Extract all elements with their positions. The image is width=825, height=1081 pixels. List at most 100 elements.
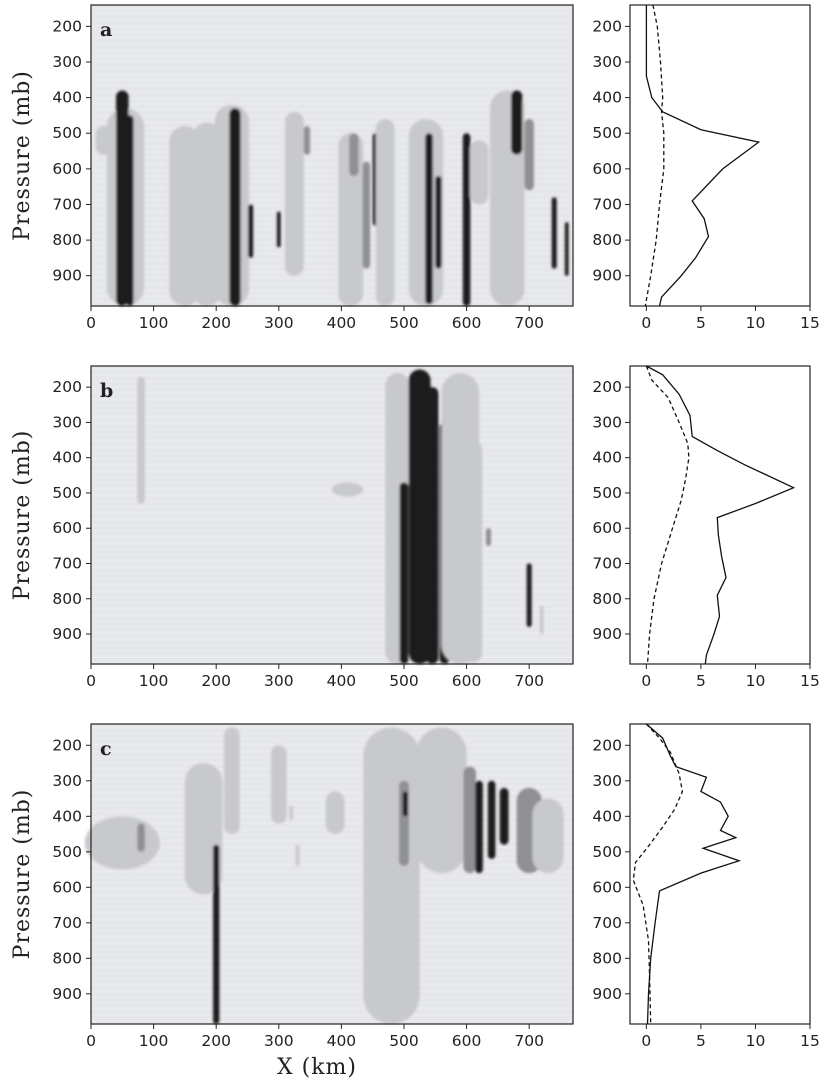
contour-blob [487, 780, 496, 859]
contour-blob [435, 175, 442, 269]
y-tick-label: 500 [52, 124, 82, 142]
contour-blob [408, 369, 431, 664]
contour-blob [463, 440, 483, 663]
contour-blob [270, 745, 287, 824]
contour-blob [295, 844, 300, 867]
heatmap-background [91, 724, 573, 1024]
contour-blob [551, 197, 557, 269]
contour-blob [289, 805, 294, 820]
profile-y-tick-label: 700 [592, 554, 622, 572]
profile-y-tick-label: 600 [592, 160, 622, 178]
profile-y-tick-label: 300 [592, 413, 622, 431]
profile-y-tick-label: 700 [592, 195, 622, 213]
y-tick-label: 400 [52, 449, 82, 467]
contour-blob [402, 791, 408, 817]
y-tick-label: 300 [52, 772, 82, 790]
profile-x-tick-label: 10 [746, 1032, 766, 1050]
profile-x-tick-label: 15 [800, 1032, 820, 1050]
contour-blob [126, 115, 134, 307]
contour-blob [303, 126, 311, 155]
profile-y-tick-label: 600 [592, 519, 622, 537]
profile-y-tick-label: 900 [592, 625, 622, 643]
x-tick-label: 600 [452, 1032, 482, 1050]
profile-frame [629, 723, 811, 1025]
x-tick-label: 700 [514, 314, 544, 332]
contour-blob [463, 766, 476, 874]
y-tick-label: 900 [52, 267, 82, 285]
x-tick-label: 300 [264, 1032, 294, 1050]
x-tick-label: 700 [514, 1032, 544, 1050]
profile-y-tick-label: 500 [592, 124, 622, 142]
contour-blob [532, 798, 564, 874]
profile-y-tick-label: 800 [592, 231, 622, 249]
x-tick-label: 0 [86, 314, 96, 332]
contour-layer [137, 369, 544, 664]
profile-x-tick-label: 0 [641, 314, 651, 332]
profile-solid-line [645, 5, 761, 307]
panel-letter: a [100, 19, 112, 41]
contour-blob [469, 140, 489, 205]
x-tick-label: 700 [514, 672, 544, 690]
profile-y-tick-label: 300 [592, 772, 622, 790]
profile-x-tick-label: 0 [641, 672, 651, 690]
y-tick-label: 700 [52, 914, 82, 932]
y-tick-label: 900 [52, 625, 82, 643]
profile-x-tick-label: 5 [696, 1032, 706, 1050]
profile-y-tick-label: 200 [592, 736, 622, 754]
profile-dashed-line [644, 4, 665, 307]
y-tick-label: 900 [52, 985, 82, 1003]
y-tick-label: 600 [52, 160, 82, 178]
contour-blob [248, 204, 254, 258]
y-tick-label: 200 [52, 378, 82, 396]
contour-blob [276, 211, 281, 248]
x-tick-label: 0 [86, 672, 96, 690]
panel-letter: b [100, 380, 113, 402]
contour-blob [229, 108, 241, 306]
profile-frame [629, 365, 811, 665]
y-tick-label: 700 [52, 195, 82, 213]
profile-y-tick-label: 400 [592, 449, 622, 467]
y-tick-label: 700 [52, 554, 82, 572]
y-tick-label: 800 [52, 590, 82, 608]
heatmap-frame [90, 4, 574, 307]
y-tick-label: 500 [52, 843, 82, 861]
contour-blob [116, 90, 129, 307]
y-tick-label: 400 [52, 89, 82, 107]
contour-layer [84, 727, 564, 1024]
profile-y-tick-label: 700 [592, 914, 622, 932]
x-tick-label: 200 [201, 314, 231, 332]
contour-blob [84, 816, 160, 870]
y-axis-title: Pressure (mb) [10, 789, 35, 960]
y-tick-label: 600 [52, 878, 82, 896]
profile-dashed-line [632, 723, 684, 1025]
profile-y-tick-label: 600 [592, 878, 622, 896]
contour-blob [539, 605, 544, 635]
contour-blob [499, 787, 509, 845]
x-tick-label: 400 [327, 672, 357, 690]
x-axis-title: X (km) [277, 1055, 357, 1080]
y-tick-label: 400 [52, 807, 82, 825]
contour-blob [192, 122, 221, 306]
y-tick-label: 600 [52, 519, 82, 537]
heatmap-frame [90, 365, 574, 665]
x-tick-label: 500 [389, 1032, 419, 1050]
profile-y-tick-label: 800 [592, 949, 622, 967]
contour-blob [362, 161, 371, 269]
y-tick-label: 200 [52, 17, 82, 35]
contour-blob [564, 222, 569, 276]
profile-y-tick-label: 300 [592, 53, 622, 71]
x-tick-label: 100 [139, 314, 169, 332]
contour-blob [526, 563, 532, 627]
contour-blob [332, 482, 364, 497]
profile-x-tick-label: 5 [696, 672, 706, 690]
contour-blob [363, 727, 420, 1024]
profile-x-tick-label: 5 [696, 314, 706, 332]
profile-x-tick-label: 15 [800, 672, 820, 690]
x-tick-label: 300 [264, 672, 294, 690]
contour-blob [475, 780, 483, 874]
x-tick-label: 600 [452, 672, 482, 690]
profile-y-tick-label: 400 [592, 807, 622, 825]
y-tick-label: 800 [52, 231, 82, 249]
